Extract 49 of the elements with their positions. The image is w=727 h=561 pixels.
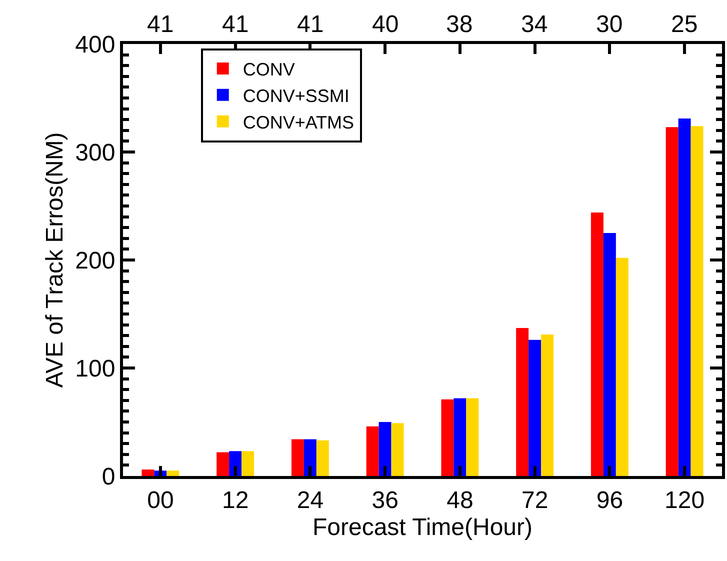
bar xyxy=(541,334,554,476)
y-tick-label: 400 xyxy=(75,31,116,58)
bar xyxy=(616,258,628,476)
annotation: 41 xyxy=(147,11,174,38)
x-axis-title: Forecast Time(Hour) xyxy=(312,514,533,541)
bar xyxy=(216,452,230,476)
annotation: 25 xyxy=(671,11,698,38)
bar xyxy=(441,399,454,476)
annotation: 40 xyxy=(372,11,399,38)
x-tick-label: 72 xyxy=(521,486,548,514)
annotation: 41 xyxy=(222,11,249,38)
x-tick-label: 120 xyxy=(664,486,705,514)
bar xyxy=(291,439,304,476)
legend-label: CONV+ATMS xyxy=(242,112,354,132)
y-tick-label: 0 xyxy=(102,463,116,490)
bar xyxy=(229,451,242,476)
bar xyxy=(690,126,704,476)
bar xyxy=(678,118,691,476)
x-tick-label: 12 xyxy=(222,486,249,514)
y-tick-label: 300 xyxy=(75,139,116,166)
bar xyxy=(142,470,154,476)
annotation: 41 xyxy=(297,11,324,38)
x-tick-label: 00 xyxy=(147,486,174,514)
bar xyxy=(378,422,392,476)
x-tick-label: 48 xyxy=(446,486,474,514)
bar xyxy=(391,423,404,476)
annotation: 38 xyxy=(446,11,473,38)
bar xyxy=(603,233,616,476)
x-tick-label: 96 xyxy=(596,486,624,514)
bar xyxy=(516,328,529,476)
bar xyxy=(304,439,316,476)
y-tick-label: 200 xyxy=(75,247,116,274)
bar xyxy=(316,440,329,476)
bar xyxy=(666,127,678,476)
bar xyxy=(242,451,254,476)
y-tick-label: 100 xyxy=(75,355,116,382)
bar xyxy=(366,426,379,476)
bar xyxy=(166,470,180,476)
legend-label: CONV xyxy=(242,60,295,80)
x-tick-label: 24 xyxy=(296,486,324,514)
y-axis-title: AVE of Track Erros(NM) xyxy=(41,132,68,388)
bar xyxy=(466,398,479,476)
bar xyxy=(528,340,542,476)
x-tick-label: 36 xyxy=(372,486,398,514)
annotation: 34 xyxy=(521,11,548,38)
bar xyxy=(454,398,466,476)
bar xyxy=(590,212,604,476)
legend-label: CONV+SSMI xyxy=(242,86,350,106)
annotation: 30 xyxy=(596,11,623,38)
